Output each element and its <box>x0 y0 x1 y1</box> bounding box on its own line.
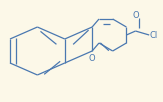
Text: Cl: Cl <box>150 30 158 39</box>
Text: O: O <box>89 54 96 63</box>
Text: O: O <box>132 11 139 19</box>
